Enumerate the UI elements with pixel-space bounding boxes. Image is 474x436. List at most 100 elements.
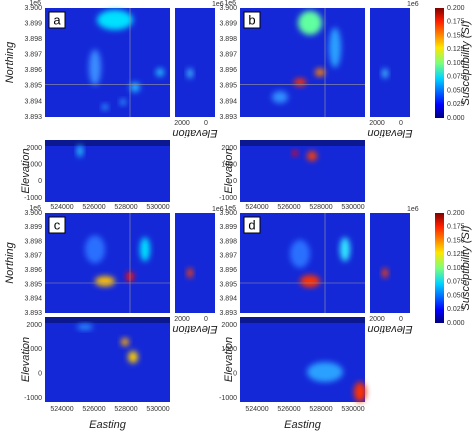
anomaly bbox=[77, 324, 93, 330]
x-tick-label: 530000 bbox=[341, 406, 364, 413]
elevation-axis-label: Elevation bbox=[20, 337, 32, 382]
colorbar-tick-label: 0.125 bbox=[447, 46, 465, 53]
colorbar-tick-label: 0.200 bbox=[447, 5, 465, 12]
colorbar-tick-label: 0.150 bbox=[447, 32, 465, 39]
y-tick-label: 3.896 bbox=[24, 267, 42, 274]
panel-label: a bbox=[53, 12, 61, 27]
anomaly bbox=[307, 362, 343, 382]
colorbar-tick-label: 0.025 bbox=[447, 306, 465, 313]
anomaly bbox=[85, 235, 105, 264]
x-tick-label: 524000 bbox=[50, 406, 73, 413]
offset-label: 1e6 bbox=[407, 1, 419, 8]
anomaly bbox=[292, 150, 298, 157]
elevation-tick-label: -1000 bbox=[24, 395, 42, 402]
colorbar-tick-label: 0.000 bbox=[447, 320, 465, 327]
x-tick-label: 530000 bbox=[146, 204, 169, 211]
anomaly bbox=[187, 68, 193, 79]
y-tick-label: 3.893 bbox=[24, 310, 42, 317]
anomaly bbox=[354, 382, 366, 402]
side-axis-label: Elevation bbox=[172, 127, 217, 139]
label-box bbox=[48, 11, 66, 29]
y-tick-label: 3.894 bbox=[219, 98, 237, 105]
y-tick-label: 3.896 bbox=[219, 267, 237, 274]
colorbar-label: Susceptibility (SI) bbox=[460, 20, 472, 105]
elevation-section bbox=[240, 317, 365, 402]
y-tick-label: 3.894 bbox=[219, 296, 237, 303]
elevation-section bbox=[240, 140, 365, 202]
colorbar bbox=[435, 213, 444, 323]
anomaly bbox=[329, 27, 341, 68]
offset-label: 1e6 bbox=[224, 0, 236, 7]
colorbar-tick-label: 0.000 bbox=[447, 115, 465, 122]
y-tick-label: 3.894 bbox=[24, 296, 42, 303]
offset-label: 1e6 bbox=[212, 1, 224, 8]
colorbar-tick-label: 0.175 bbox=[447, 224, 465, 231]
side-tick-label: 2000 bbox=[369, 316, 385, 323]
colorbar-tick-label: 0.100 bbox=[447, 60, 465, 67]
side-tick-label: 2000 bbox=[174, 120, 190, 127]
side-section bbox=[370, 8, 410, 117]
anomaly bbox=[121, 338, 129, 346]
y-tick-label: 3.895 bbox=[24, 83, 42, 90]
anomaly bbox=[128, 351, 138, 363]
elevation-tick-label: 2000 bbox=[221, 322, 237, 329]
elevation-tick-label: 1000 bbox=[26, 346, 42, 353]
anomaly bbox=[382, 268, 388, 278]
x-tick-label: 530000 bbox=[341, 204, 364, 211]
section-top bbox=[240, 317, 365, 323]
anomaly bbox=[290, 239, 310, 268]
x-tick-label: 526000 bbox=[82, 406, 105, 413]
y-tick-label: 3.895 bbox=[24, 281, 42, 288]
anomaly bbox=[77, 144, 83, 157]
y-tick-label: 3.899 bbox=[24, 20, 42, 27]
side-tick-label: 0 bbox=[399, 316, 403, 323]
anomaly bbox=[140, 237, 150, 262]
colorbar-tick-label: 0.200 bbox=[447, 210, 465, 217]
offset-label: 1e6 bbox=[212, 206, 224, 213]
colorbar-tick-label: 0.100 bbox=[447, 265, 465, 272]
x-tick-label: 530000 bbox=[146, 406, 169, 413]
elevation-axis-label: Elevation bbox=[223, 148, 235, 193]
x-tick-label: 528000 bbox=[309, 204, 332, 211]
x-tick-label: 528000 bbox=[114, 406, 137, 413]
elevation-tick-label: 0 bbox=[233, 371, 237, 378]
y-tick-label: 3.897 bbox=[24, 253, 42, 260]
y-tick-label: 3.893 bbox=[219, 310, 237, 317]
panel-label: b bbox=[248, 12, 255, 27]
y-tick-label: 3.894 bbox=[24, 98, 42, 105]
side-section bbox=[370, 213, 410, 313]
side-axis-label: Elevation bbox=[367, 323, 412, 335]
side-tick-label: 0 bbox=[399, 120, 403, 127]
y-tick-label: 3.896 bbox=[24, 67, 42, 74]
elevation-tick-label: 2000 bbox=[26, 322, 42, 329]
offset-label: 1e6 bbox=[224, 205, 236, 212]
y-tick-label: 3.899 bbox=[219, 20, 237, 27]
side-axis-label: Elevation bbox=[172, 323, 217, 335]
anomaly bbox=[300, 275, 320, 288]
y-tick-label: 3.899 bbox=[219, 224, 237, 231]
y-axis-label: Northing bbox=[4, 41, 16, 83]
elevation-tick-label: -1000 bbox=[219, 195, 237, 202]
elevation-section bbox=[45, 140, 170, 202]
colorbar-tick-label: 0.150 bbox=[447, 237, 465, 244]
y-tick-label: 3.898 bbox=[219, 36, 237, 43]
anomaly bbox=[315, 68, 325, 77]
elevation-tick-label: 0 bbox=[38, 371, 42, 378]
offset-label: 1e6 bbox=[29, 205, 41, 212]
section-top bbox=[45, 140, 170, 146]
colorbar-tick-label: 0.050 bbox=[447, 292, 465, 299]
colorbar-label: Susceptibility (SI) bbox=[460, 225, 472, 310]
side-axis-label: Elevation bbox=[367, 127, 412, 139]
elevation-tick-label: 1000 bbox=[221, 162, 237, 169]
anomaly bbox=[298, 10, 322, 35]
y-tick-label: 3.899 bbox=[24, 224, 42, 231]
elevation-tick-label: -1000 bbox=[219, 395, 237, 402]
elevation-section bbox=[45, 317, 170, 402]
elevation-tick-label: 0 bbox=[38, 178, 42, 185]
label-box bbox=[48, 216, 66, 234]
colorbar-tick-label: 0.175 bbox=[447, 19, 465, 26]
y-tick-label: 3.896 bbox=[219, 67, 237, 74]
